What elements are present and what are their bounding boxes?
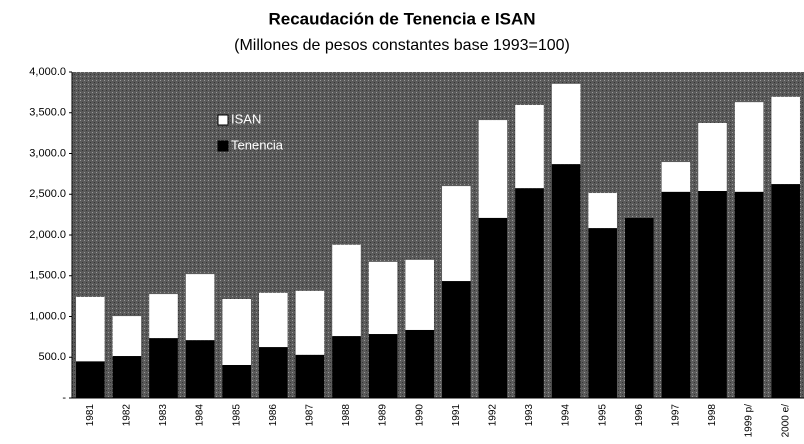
x-tick-label: 2000 e/ [780, 404, 791, 438]
x-tick-label: 1986 [268, 404, 279, 427]
y-tick-label: 2,000.0 [29, 229, 66, 241]
bar-segment [661, 191, 691, 398]
plot-area [72, 72, 804, 398]
bar-segment [112, 316, 142, 357]
x-tick-label: 1989 [378, 404, 389, 427]
bar-segment [698, 190, 727, 398]
x-tick-label: 1990 [414, 404, 425, 427]
bar-segment [478, 217, 508, 398]
bar-segment [661, 162, 691, 192]
legend-label: Tenencia [231, 137, 284, 152]
bar-segment [515, 188, 544, 398]
bar-segment [222, 364, 251, 398]
bar-segment [332, 244, 361, 337]
bar-segment [405, 329, 434, 398]
x-tick-label: 1995 [597, 404, 608, 427]
bar-segment [551, 83, 581, 165]
bar-segment [698, 122, 727, 191]
bar-segment [149, 338, 178, 398]
y-tick-label: 3,000.0 [29, 147, 66, 159]
x-tick-label: 1997 [671, 404, 682, 427]
bar-segment [734, 191, 764, 398]
bar-segment [332, 336, 361, 398]
bar-segment [771, 184, 800, 398]
bar-segment [185, 274, 215, 341]
bar-segment [368, 261, 398, 335]
y-tick-label: - [62, 392, 66, 404]
bar-segment [185, 340, 215, 398]
chart-title: Recaudación de Tenencia e ISAN [268, 9, 535, 28]
bar-segment [259, 292, 288, 348]
y-tick-label: 1,500.0 [29, 270, 66, 282]
x-tick-label: 1985 [231, 404, 242, 427]
bar-segment [442, 186, 471, 282]
bar-segment [771, 96, 800, 185]
x-tick-label: 1984 [195, 404, 206, 427]
legend-label: ISAN [231, 111, 261, 126]
bar-segment [259, 347, 288, 398]
bar-segment [76, 361, 105, 398]
bar-segment [478, 120, 508, 218]
bar-segment [551, 164, 581, 398]
bar-segment [112, 356, 142, 398]
x-tick-label: 1981 [85, 404, 96, 427]
bar-segment [625, 217, 654, 398]
bar-segment [149, 294, 178, 339]
bar-segment [295, 290, 325, 355]
x-tick-label: 1988 [341, 404, 352, 427]
x-tick-label: 1982 [122, 404, 133, 427]
x-tick-label: 1991 [451, 404, 462, 427]
bar-segment [405, 259, 434, 330]
x-tick-label: 1983 [158, 404, 169, 427]
bar-segment [76, 296, 105, 362]
y-tick-label: 4,000.0 [29, 66, 66, 78]
x-tick-label: 1987 [305, 404, 316, 427]
x-tick-label: 1992 [488, 404, 499, 427]
x-tick-label: 1993 [524, 404, 535, 427]
legend-swatch [217, 140, 229, 152]
y-tick-label: 2,500.0 [29, 188, 66, 200]
bar-segment [295, 354, 325, 398]
y-tick-label: 3,500.0 [29, 107, 66, 119]
bar-segment [515, 105, 544, 189]
x-tick-label: 1994 [561, 404, 572, 427]
bar-segment [734, 102, 764, 192]
bar-segment [588, 193, 617, 229]
x-tick-label: 1996 [634, 404, 645, 427]
y-tick-label: 1,000.0 [29, 310, 66, 322]
bar-segment [588, 228, 617, 398]
chart-subtitle: (Millones de pesos constantes base 1993=… [234, 37, 570, 54]
y-tick-label: 500.0 [38, 351, 66, 363]
bar-segment [222, 298, 251, 365]
bar-segment [442, 281, 471, 398]
legend-swatch [217, 114, 229, 126]
x-tick-label: 1999 p/ [744, 404, 755, 438]
x-tick-label: 1998 [707, 404, 718, 427]
bar-segment [368, 334, 398, 398]
